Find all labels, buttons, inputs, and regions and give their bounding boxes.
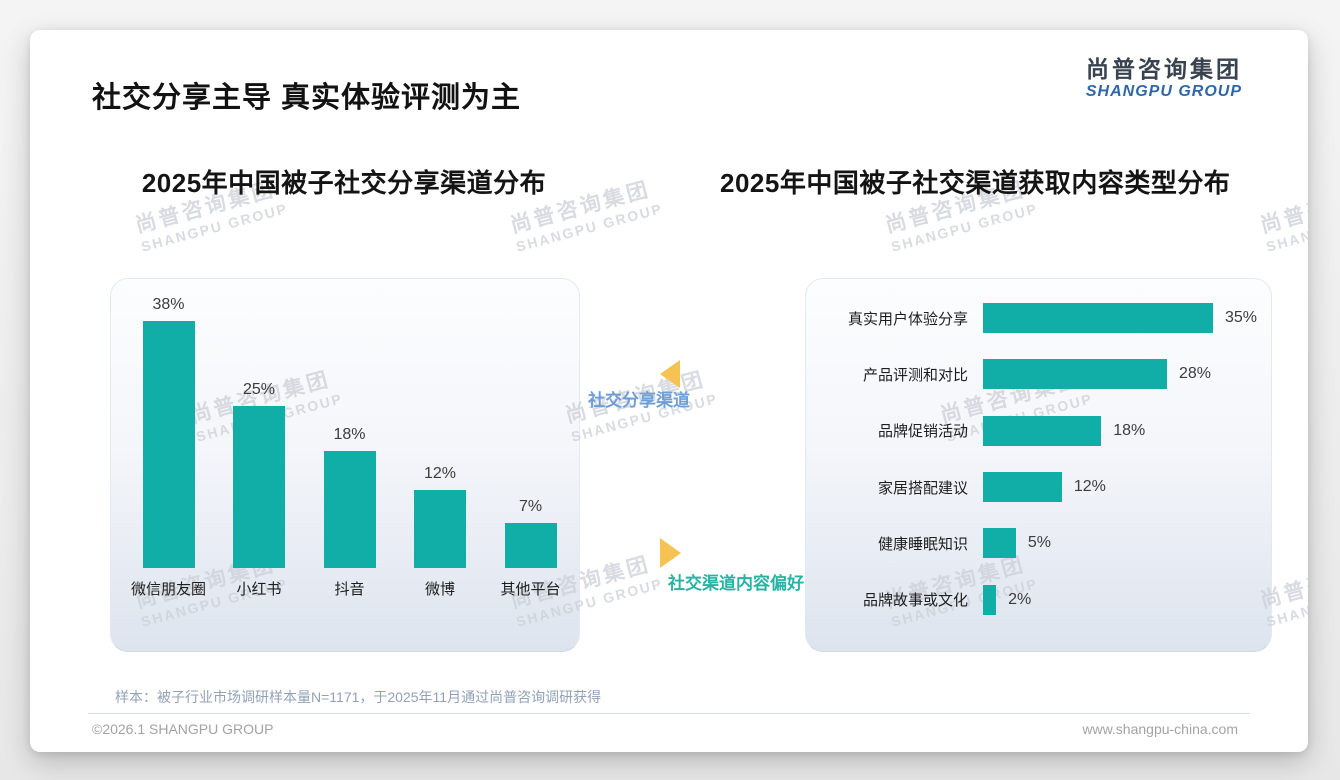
bar-row: 品牌故事或文化 2%: [805, 571, 1270, 627]
bar-group: 18%: [305, 426, 395, 568]
bar-value-label: 12%: [1073, 478, 1106, 496]
bar-category-label: 家居搭配建议: [877, 479, 968, 497]
bar: [233, 405, 285, 568]
bar: [983, 415, 1102, 446]
bar: [142, 321, 195, 568]
slide-card: 社交分享主导 真实体验评测为主 尚普咨询集团 SHANGPU GROUP 尚普咨…: [30, 30, 1308, 752]
annotation-content-preference: 社交渠道内容偏好: [668, 574, 804, 593]
bar-category-label: 健康睡眠知识: [877, 535, 968, 553]
bar: [504, 522, 557, 568]
bar-value-label: 12%: [423, 465, 457, 482]
bar-group: 7%: [486, 497, 576, 568]
horizontal-bar-chart: 真实用户体验分享 35% 产品评测和对比 28% 品牌促销活动 18% 家居搭配建议 12% 健…: [805, 278, 1270, 650]
right-chart-panel: [805, 278, 1272, 652]
bar-row: 健康睡眠知识 5%: [805, 515, 1270, 571]
bar-value-label: 38%: [152, 296, 185, 313]
bar-category-label: 小红书: [236, 581, 282, 598]
bar-category-label: 抖音: [334, 581, 365, 598]
vertical-bar-chart: 38% 微信朋友圈 25% 小红书 18% 抖音 12% 微博 7% 其他平台: [110, 278, 578, 650]
bar-value-label: 28%: [1178, 365, 1211, 383]
arrow-right-icon: [660, 538, 681, 568]
bar-category-label: 品牌故事或文化: [862, 592, 968, 610]
bar-category-label: 其他平台: [500, 581, 561, 598]
bar: [414, 490, 466, 568]
page-title: 社交分享主导 真实体验评测为主: [92, 82, 522, 114]
company-logo: 尚普咨询集团 SHANGPU GROUP: [1086, 56, 1242, 102]
bar-group: 12%: [395, 465, 485, 568]
bar: [983, 584, 997, 615]
logo-english-name: SHANGPU GROUP: [1085, 83, 1242, 101]
bar-value-label: 2%: [1008, 590, 1032, 608]
bar-group: 25%: [214, 380, 304, 568]
copyright-text: ©2026.1 SHANGPU GROUP: [92, 721, 274, 737]
bar: [323, 451, 376, 568]
arrow-left-icon: [660, 360, 680, 388]
bar-row: 产品评测和对比 28%: [805, 346, 1270, 402]
bar-value-label: 18%: [1113, 421, 1146, 439]
bar-category-label: 真实用户体验分享: [847, 310, 968, 328]
bar-row: 家居搭配建议 12%: [805, 459, 1270, 515]
bar-row: 真实用户体验分享 35%: [805, 290, 1270, 346]
bar: [983, 472, 1062, 503]
left-chart-title: 2025年中国被子社交分享渠道分布: [141, 168, 547, 198]
bar: [983, 359, 1167, 390]
sample-note: 样本：被子行业市场调研样本量N=1171，于2025年11月通过尚普咨询调研获得: [115, 689, 602, 705]
footer-divider: [88, 713, 1250, 714]
bar-category-label: 微博: [424, 581, 455, 598]
bar-value-label: 7%: [518, 497, 543, 515]
bar-value-label: 35%: [1224, 309, 1257, 327]
bar-value-label: 18%: [333, 426, 366, 443]
bar-group: 38%: [124, 296, 214, 568]
website-url: www.shangpu-china.com: [1082, 721, 1238, 737]
bar: [983, 303, 1213, 334]
bar-value-label: 5%: [1027, 534, 1051, 552]
bar-value-label: 25%: [242, 380, 276, 398]
logo-chinese-name: 尚普咨询集团: [1085, 56, 1242, 82]
bar: [983, 528, 1016, 559]
bar-category-label: 产品评测和对比: [862, 366, 968, 384]
right-chart-title: 2025年中国被子社交渠道获取内容类型分布: [720, 168, 1231, 198]
annotation-share-channels: 社交分享渠道: [588, 391, 690, 410]
bar-category-label: 品牌促销活动: [877, 423, 968, 441]
bar-row: 品牌促销活动 18%: [805, 403, 1270, 459]
bar-category-label: 微信朋友圈: [130, 581, 206, 598]
